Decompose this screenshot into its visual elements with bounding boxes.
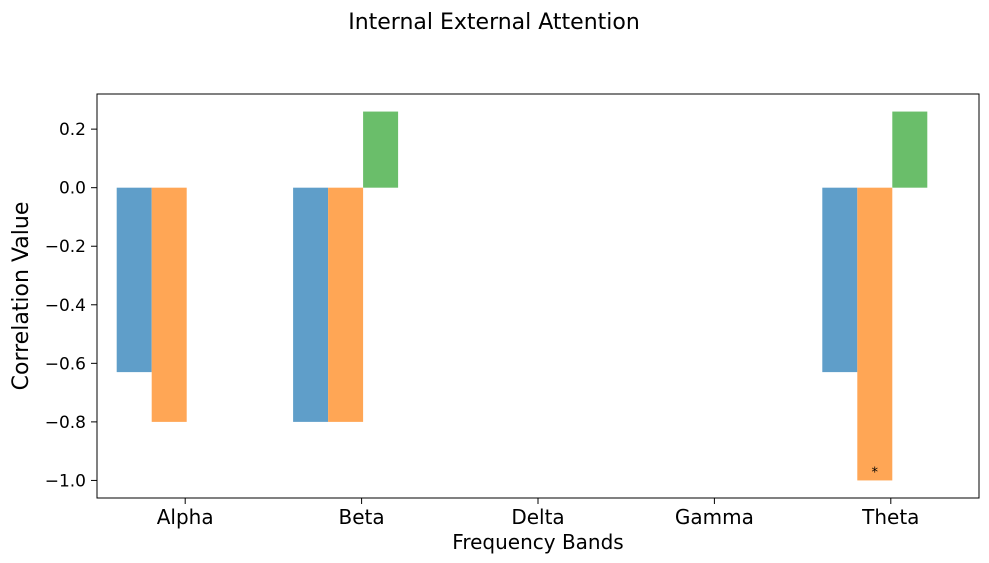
bar-theta-series-3 bbox=[892, 111, 928, 188]
x-tick-label-theta: Theta bbox=[861, 505, 919, 529]
x-tick-label-beta: Beta bbox=[339, 505, 385, 529]
x-tick-label-gamma: Gamma bbox=[675, 505, 754, 529]
x-tick-label-alpha: Alpha bbox=[157, 505, 214, 529]
y-tick-label: −0.6 bbox=[45, 354, 86, 374]
bar-theta-series-1 bbox=[822, 187, 858, 373]
y-tick-label: −1.0 bbox=[45, 471, 86, 491]
y-tick-label: 0.0 bbox=[59, 179, 86, 199]
x-tick-label-delta: Delta bbox=[511, 505, 564, 529]
y-tick-label: −0.8 bbox=[45, 413, 86, 433]
bar-alpha-series-1 bbox=[116, 187, 152, 373]
y-tick-label: −0.4 bbox=[45, 296, 86, 316]
bar-beta-series-2 bbox=[328, 187, 364, 422]
plot-area: * −1.0 −0.8 −0.6 −0.4 −0.2 0.0 0.2 Alpha Beta Delt… bbox=[45, 93, 980, 529]
significance-annotation: * bbox=[872, 466, 879, 481]
y-tick-label: 0.2 bbox=[59, 120, 86, 140]
x-axis-label: Frequency Bands bbox=[452, 530, 623, 554]
bar-beta-series-3 bbox=[363, 111, 399, 188]
bar-theta-series-2 bbox=[857, 187, 893, 481]
bar-alpha-series-2 bbox=[151, 187, 187, 422]
y-axis-label: Correlation Value bbox=[9, 202, 34, 391]
y-tick-label: −0.2 bbox=[45, 237, 86, 257]
chart-title: Internal External Attention bbox=[348, 10, 640, 35]
bar-beta-series-1 bbox=[293, 187, 329, 422]
